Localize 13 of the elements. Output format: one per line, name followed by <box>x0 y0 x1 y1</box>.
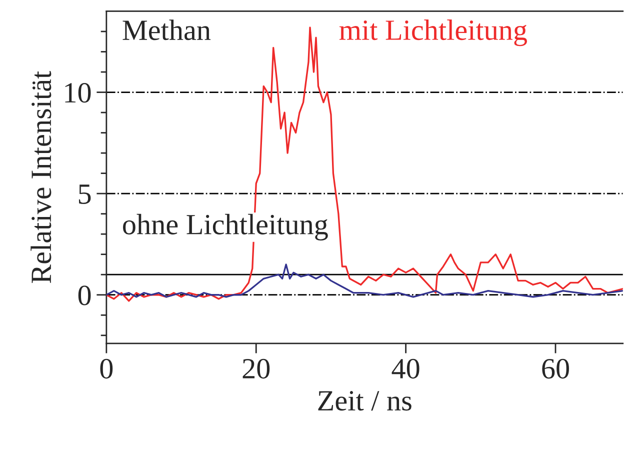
annotation: Methan <box>122 20 211 40</box>
x-tick-label: 60 <box>542 358 569 379</box>
y-axis-title: Relative Intensität <box>30 71 52 284</box>
x-axis-title: Zeit / ns <box>318 391 412 411</box>
x-tick-label: 20 <box>242 358 270 379</box>
line-series <box>106 264 623 298</box>
x-tick-label: 0 <box>100 358 113 379</box>
annotation: ohne Lichtleitung <box>123 214 328 240</box>
x-tick-label: 40 <box>392 358 420 379</box>
series-label: mit Lichtleitung <box>339 20 528 46</box>
y-tick-label: 0 <box>78 286 91 306</box>
y-tick-label: 10 <box>65 82 91 103</box>
y-tick-label: 5 <box>78 184 91 204</box>
